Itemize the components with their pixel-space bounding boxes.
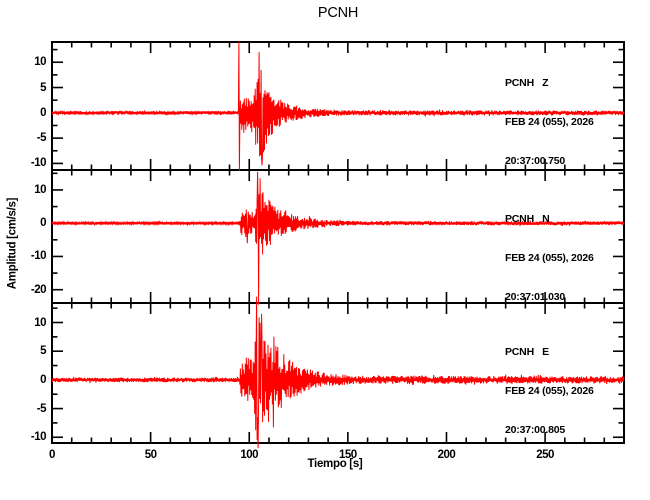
y-axis-label: Amplitud [cm/s/s] — [6, 197, 19, 290]
y-tick-label: -10 — [30, 250, 47, 263]
y-tick-label: 5 — [40, 81, 46, 94]
y-tick-label: -10 — [30, 431, 47, 444]
figure-title: PCNH — [317, 5, 359, 21]
x-tick-label: 50 — [144, 449, 157, 461]
station-component-label: PCNH N — [505, 213, 550, 225]
y-tick-label: -5 — [36, 402, 47, 415]
y-tick-label: -5 — [36, 132, 47, 145]
x-tick-label: 150 — [339, 449, 357, 461]
event-date-label: FEB 24 (055), 2026 — [505, 116, 594, 128]
x-tick-label: 250 — [536, 449, 554, 461]
waveform-traces — [51, 41, 625, 449]
x-tick-label: 100 — [240, 449, 259, 461]
waveform-trace-n — [51, 171, 625, 305]
trace-start-time-label: 20:37:00.805 — [505, 424, 566, 436]
panel-annotation-z: PCNH Z FEB 24 (055), 2026 20:37:00.750 — [505, 51, 594, 194]
waveform-trace-z — [51, 41, 625, 171]
x-axis-label: Tiempo [s] — [307, 458, 363, 470]
y-tick-label: 0 — [40, 373, 46, 386]
panel-annotation-n: PCNH N FEB 24 (055), 2026 20:37:01.030 — [505, 187, 594, 330]
station-component-label: PCNH Z — [505, 77, 549, 89]
y-tick-label: 5 — [40, 345, 46, 358]
y-tick-label: 10 — [34, 183, 46, 196]
trace-start-time-label: 20:37:01.030 — [505, 291, 566, 303]
y-tick-label: 10 — [34, 56, 46, 69]
y-tick-label: -10 — [30, 157, 47, 170]
event-date-label: FEB 24 (055), 2026 — [505, 252, 594, 264]
y-tick-label: 0 — [40, 106, 46, 119]
panel-annotation-e: PCNH E FEB 24 (055), 2026 20:37:00.805 — [505, 320, 594, 463]
station-component-label: PCNH E — [505, 346, 549, 358]
panel-frames — [51, 41, 625, 444]
y-tick-label: -20 — [30, 283, 47, 296]
x-tick-label: 0 — [49, 449, 55, 461]
y-tick-label: 10 — [34, 316, 46, 329]
x-tick-label: 200 — [437, 449, 456, 461]
waveform-trace-e — [51, 296, 625, 449]
trace-start-time-label: 20:37:00.750 — [505, 155, 566, 167]
y-tick-label: 0 — [40, 217, 46, 230]
event-date-label: FEB 24 (055), 2026 — [505, 385, 594, 397]
